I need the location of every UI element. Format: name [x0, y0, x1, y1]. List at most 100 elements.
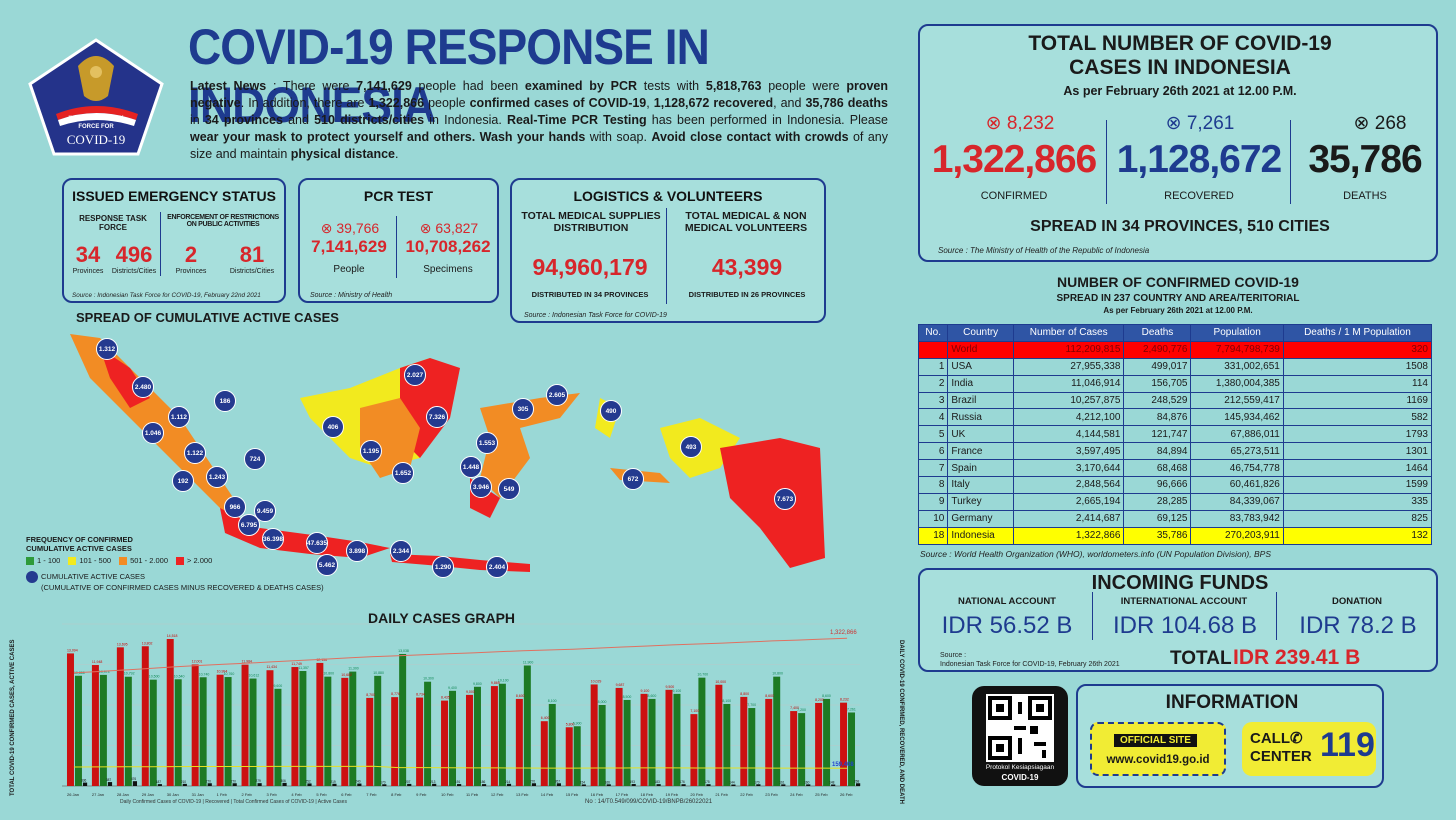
dot-legend-sublabel: (CUMULATIVE OF CONFIRMED CASES MINUS REC… — [41, 583, 324, 593]
x-tick-label: 1 Feb — [217, 792, 228, 797]
world-title: NUMBER OF CONFIRMED COVID-19 — [1057, 274, 1299, 290]
active-cases-dot: 3.898 — [346, 540, 368, 562]
recovered-bar — [249, 678, 257, 786]
confirmed-bar — [166, 639, 174, 786]
recovered-label: 10,760 — [224, 672, 235, 676]
table-cell: 9 — [917, 492, 949, 511]
death-bar — [107, 782, 113, 786]
pcr-test-panel: PCR TEST ⊗ 39,766 ⊗ 63,827 7,141,629 10,… — [298, 178, 499, 303]
active-cases-dot: 3.946 — [470, 476, 492, 498]
recovered-label: 10,612 — [249, 674, 260, 678]
chart-legend: Daily Confirmed Cases of COVID-19 | Reco… — [120, 799, 347, 805]
recovered-label: 9,600 — [273, 684, 282, 688]
confirmed-bar — [690, 714, 698, 786]
logistics-title: LOGISTICS & VOLUNTEERS — [573, 188, 763, 204]
table-cell: 6 — [917, 442, 949, 461]
medical-supplies-footer: DISTRIBUTED IN 34 PROVINCES — [531, 290, 649, 299]
death-label: 306 — [280, 779, 286, 783]
confirmed-bar — [241, 664, 249, 786]
recovered-label: 10,974 — [99, 670, 110, 674]
call-center-button[interactable]: CALL✆ CENTER 119 — [1242, 722, 1376, 776]
world-cases-table: No. Country Number of Cases Deaths Populatio… — [917, 324, 1433, 545]
confirmed-label: 6,400 — [541, 716, 550, 720]
qr-code-card[interactable]: Protokol Kesiapsiagaan COVID-19 — [972, 686, 1068, 786]
table-cell: Turkey — [947, 492, 1014, 511]
active-cases-dot: 1.243 — [206, 466, 228, 488]
table-cell: UK — [947, 425, 1014, 444]
death-label: 144 — [729, 781, 735, 785]
table-cell: Russia — [947, 408, 1014, 427]
death-bar — [806, 784, 811, 786]
active-cases-dot: 493 — [680, 436, 702, 458]
recovered-bar — [299, 671, 307, 786]
confirmed-bar — [790, 711, 798, 786]
news-fragment: people were — [761, 79, 847, 93]
death-bar — [132, 781, 138, 786]
news-fragment: 7,141,629 — [356, 79, 412, 93]
recovered-bar — [748, 708, 756, 786]
volunteers-heading: TOTAL MEDICAL & NON MEDICAL VOLUNTEERS — [684, 210, 808, 234]
table-row: 2 India 11,046,914 156,705 1,380,004,385 114 — [917, 374, 1433, 393]
x-tick-label: 19 Feb — [665, 792, 678, 797]
table-cell: 2 — [917, 374, 949, 393]
confirmed-label: 12,001 — [192, 659, 203, 663]
death-bar — [332, 783, 337, 786]
restricted-districts-label: Districts/Cities — [229, 268, 275, 275]
confirmed-label: 8,800 — [740, 692, 749, 696]
news-fragment: Real-Time PCR Testing — [506, 113, 647, 127]
volunteers-footer: DISTRIBUTED IN 26 PROVINCES — [688, 290, 806, 299]
table-row: 1 USA 27,955,338 499,017 331,002,651 1508 — [917, 357, 1433, 376]
table-cell: 2,414,687 — [1012, 509, 1125, 528]
news-fragment: 35,786 deaths — [805, 96, 888, 110]
table-cell: 35,786 — [1123, 526, 1192, 545]
emergency-status-panel: ISSUED EMERGENCY STATUS RESPONSE TASK FO… — [62, 178, 286, 303]
legend-swatch — [68, 557, 77, 566]
world-asof: As per February 26th 2021 at 12.00 P.M. — [1103, 306, 1253, 315]
confirmed-delta-value: 8,232 — [1006, 113, 1055, 134]
up-arrow-icon: ⊗ — [320, 220, 333, 236]
x-tick-label: 23 Feb — [765, 792, 778, 797]
active-cases-dot: 1.122 — [184, 442, 206, 464]
active-cases-dot: 6.795 — [238, 514, 260, 536]
table-header: Population — [1190, 324, 1284, 342]
death-bar — [681, 784, 686, 786]
recovered-bar — [698, 677, 706, 786]
table-cell: 112,209,815 — [1012, 340, 1125, 359]
table-cell: 84,876 — [1123, 408, 1192, 427]
table-cell: 4,144,581 — [1012, 425, 1125, 444]
table-cell: 132 — [1282, 526, 1433, 545]
recovered-bar — [673, 693, 681, 786]
confirmed-label: 10,029 — [591, 679, 602, 683]
restricted-districts-value: 81 — [239, 242, 265, 267]
confirmed-bar — [91, 665, 99, 786]
confirmed-label: 7,100 — [690, 709, 699, 713]
confirmed-bar — [765, 698, 773, 786]
official-site-link[interactable]: OFFICIAL SITE www.covid19.go.id — [1090, 722, 1226, 776]
legend-bin-label: > 2.000 — [187, 556, 213, 565]
active-cases-dot: 2.027 — [404, 364, 426, 386]
death-bar — [731, 784, 736, 786]
death-label: 219 — [330, 780, 336, 784]
table-cell: 27,955,338 — [1012, 357, 1125, 376]
recovered-bar — [823, 698, 831, 786]
death-label: 387 — [106, 778, 112, 782]
funds-source: Indonesian Task Force for COVID-19, Febr… — [940, 661, 1120, 668]
x-tick-label: 26 Feb — [840, 792, 853, 797]
recovered-label: 11,900 — [523, 661, 533, 665]
legend-bin: > 2.000 — [176, 556, 213, 566]
funds-title: INCOMING FUNDS — [1091, 572, 1269, 594]
confirmed-bar — [141, 646, 149, 786]
map-legend: FREQUENCY OF CONFIRMED CUMULATIVE ACTIVE… — [26, 535, 324, 592]
funds-total-value: IDR 239.41 B — [1233, 646, 1361, 669]
confirmed-bar — [341, 677, 349, 786]
confirmed-label: 9,869 — [491, 681, 500, 685]
confirmed-label: 10,682 — [341, 673, 352, 677]
death-label: 279 — [256, 779, 262, 783]
table-cell: 83,783,942 — [1190, 509, 1284, 528]
recovered-bar — [74, 675, 82, 786]
chart-title: DAILY CASES GRAPH — [368, 610, 516, 626]
recovered-bar — [99, 674, 107, 786]
x-tick-label: 13 Feb — [516, 792, 529, 797]
x-tick-label: 8 Feb — [391, 792, 402, 797]
active-cases-dot: 36.398 — [262, 528, 284, 550]
